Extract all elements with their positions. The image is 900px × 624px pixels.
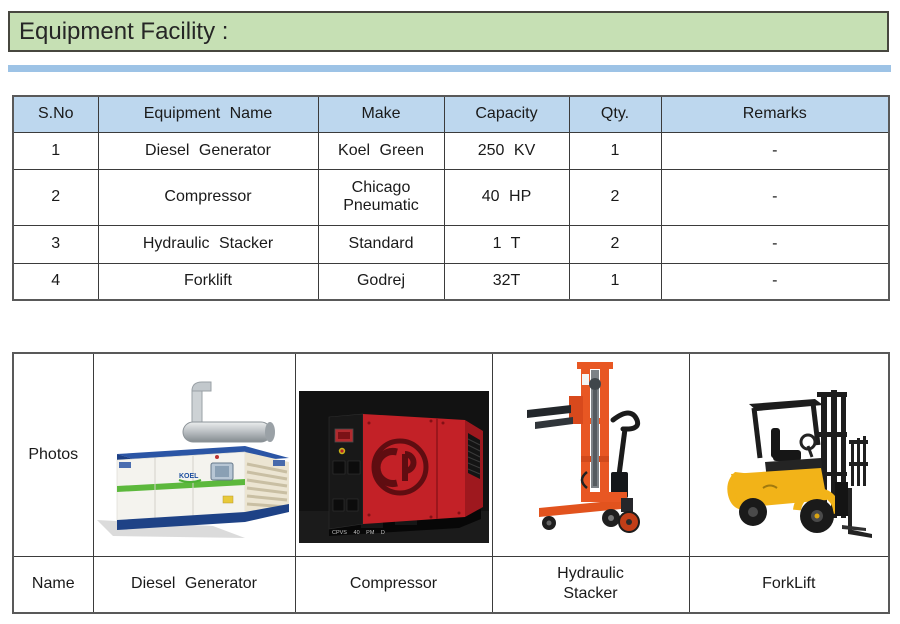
- table-row: 2 Compressor Chicago Pneumatic 40 HP 2 -: [12, 168, 890, 226]
- name-row: Name Diesel Generator Compressor Hydraul…: [12, 555, 890, 614]
- title-bar: Equipment Facility :: [8, 11, 889, 52]
- cell-remarks: -: [660, 262, 890, 301]
- forklift-photo: [727, 389, 872, 538]
- cell-equipment-name: Diesel Generator: [97, 131, 319, 170]
- hydraulic-stacker-photo: [526, 361, 640, 533]
- cell-make: Koel Green: [317, 131, 445, 170]
- forklift-mast: [816, 389, 847, 518]
- equipment-table: S.No Equipment Name Make Capacity Qty. R…: [12, 95, 890, 301]
- cell-make: Chicago Pneumatic: [317, 168, 445, 226]
- photo-name-text: Hydraulic Stacker: [557, 565, 624, 603]
- photo-name: ForkLift: [688, 555, 890, 614]
- cell-capacity: 250 KV: [443, 131, 570, 170]
- photo-name: Compressor: [294, 555, 493, 614]
- cell-sno: 1: [12, 131, 99, 170]
- divider-line: [8, 65, 891, 72]
- stacker-mast: [580, 365, 590, 494]
- cell-capacity: 40 HP: [443, 168, 570, 226]
- stacker-handle: [610, 410, 640, 432]
- cell-remarks: -: [660, 168, 890, 226]
- cell-capacity: 1 T: [443, 224, 570, 264]
- cell-equipment-name: Hydraulic Stacker: [97, 224, 319, 264]
- cell-remarks: -: [660, 224, 890, 264]
- forklift-backrest: [848, 435, 868, 486]
- photos-row: Photos: [12, 352, 890, 557]
- cell-qty: 2: [568, 168, 662, 226]
- equipment-table-header-row: S.No Equipment Name Make Capacity Qty. R…: [12, 95, 890, 133]
- generator-green-stripe: [117, 478, 245, 492]
- cell-make: Godrej: [317, 262, 445, 301]
- photo-name: Hydraulic Stacker: [491, 555, 690, 614]
- cell-qty: 2: [568, 224, 662, 264]
- photo-cell-forklift: [688, 352, 890, 557]
- photo-cell-diesel-generator: KOEL: [92, 352, 296, 557]
- photos-table: Photos: [12, 352, 890, 614]
- table-row: 1 Diesel Generator Koel Green 250 KV 1 -: [12, 131, 890, 170]
- col-header-make: Make: [317, 95, 445, 133]
- table-row: 3 Hydraulic Stacker Standard 1 T 2 -: [12, 224, 890, 264]
- cell-sno: 3: [12, 224, 99, 264]
- cell-equipment-name: Compressor: [97, 168, 319, 226]
- photo-cell-compressor: CPVS 40 PM D: [294, 352, 493, 557]
- col-header-sno: S.No: [12, 95, 99, 133]
- cell-qty: 1: [568, 131, 662, 170]
- cell-qty: 1: [568, 262, 662, 301]
- cell-sno: 4: [12, 262, 99, 301]
- col-header-remarks: Remarks: [660, 95, 890, 133]
- cell-remarks: -: [660, 131, 890, 170]
- diesel-generator-photo: KOEL: [97, 381, 289, 538]
- table-row: 4 Forklift Godrej 32T 1 -: [12, 262, 890, 301]
- koel-logo-text: KOEL: [179, 473, 199, 480]
- photos-row-label: Photos: [12, 352, 94, 557]
- generator-base: [117, 503, 289, 530]
- cell-make: Standard: [317, 224, 445, 264]
- name-row-label: Name: [12, 555, 94, 614]
- compressor-photo: CPVS 40 PM D: [298, 390, 489, 543]
- cell-equipment-name: Forklift: [97, 262, 319, 301]
- page-title: Equipment Facility :: [19, 17, 229, 45]
- cell-capacity: 32T: [443, 262, 570, 301]
- col-header-equipment-name: Equipment Name: [97, 95, 319, 133]
- compressor-model-text: CPVS 40 PM D: [332, 530, 385, 536]
- photo-name: Diesel Generator: [92, 555, 296, 614]
- stacker-forks: [526, 404, 571, 418]
- forklift-forks: [847, 528, 872, 538]
- cell-sno: 2: [12, 168, 99, 226]
- col-header-qty: Qty.: [568, 95, 662, 133]
- col-header-capacity: Capacity: [443, 95, 570, 133]
- photo-cell-hydraulic-stacker: [491, 352, 690, 557]
